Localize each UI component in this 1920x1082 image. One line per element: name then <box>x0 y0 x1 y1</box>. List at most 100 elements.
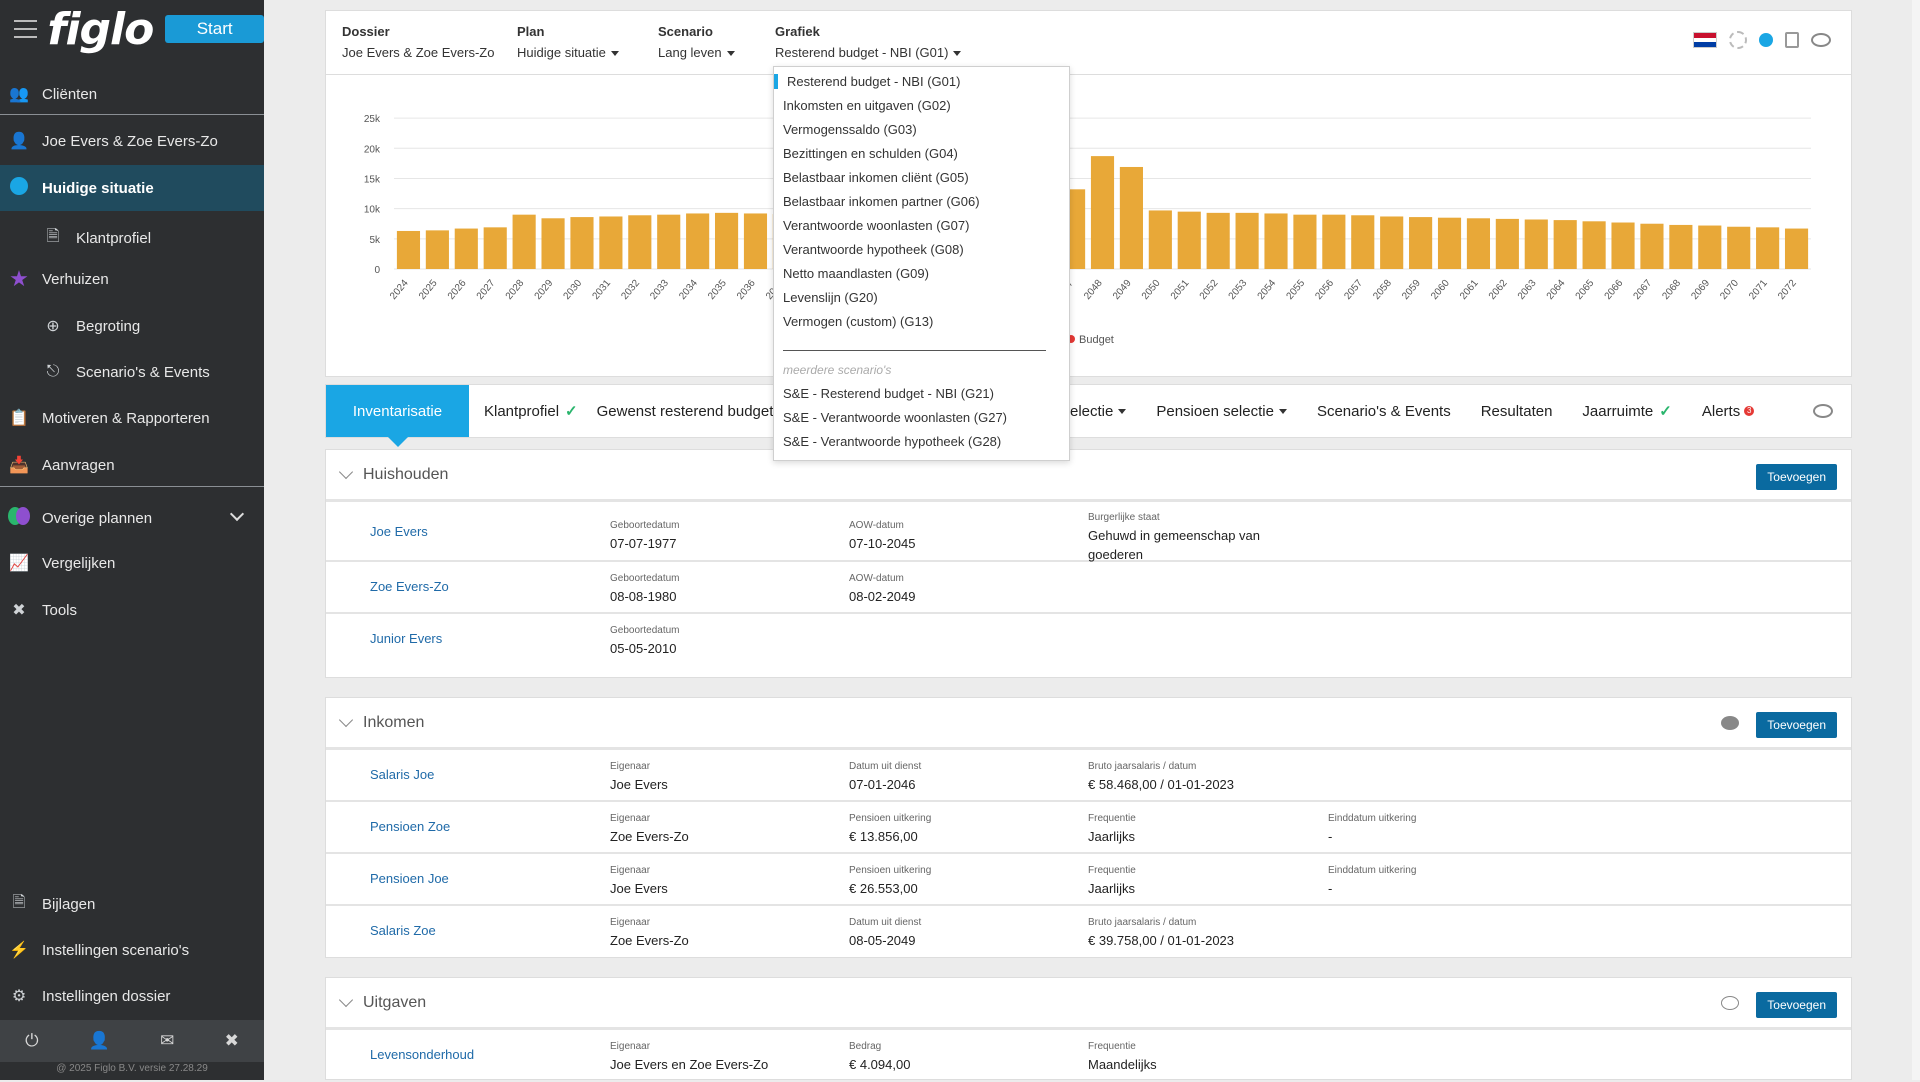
chart-panel: Dossier Joe Evers & Zoe Evers-Zo Plan Hu… <box>325 10 1852 377</box>
toevoegen-button[interactable]: Toevoegen <box>1756 992 1837 1018</box>
sidebar: figlo Start 👥 Cliënten 👤 Joe Evers & Zoe E… <box>0 0 264 1080</box>
menu-icon[interactable] <box>14 20 38 38</box>
chart: 25k 20k 15k 10k 5k 0 2024 2025 2026 2027 2028 2029 2… <box>326 76 1851 376</box>
field-label: Frequentie <box>1088 865 1136 876</box>
chevron-down-icon[interactable] <box>338 992 354 1008</box>
chevron-down-icon[interactable] <box>338 464 354 480</box>
sidebar-item-label: Tools <box>42 601 78 619</box>
tab-jaarruimte[interactable]: Jaarruimte ✓ <box>1567 385 1686 437</box>
report-icon: 📋 <box>9 410 29 427</box>
chart-bar <box>1380 216 1404 269</box>
field-label: Eigenaar <box>610 761 651 772</box>
x-tick-label: 2057 <box>1342 278 1365 302</box>
field-label: Bedrag <box>849 1041 882 1052</box>
tab-inventarisatie[interactable]: Inventarisatie <box>326 385 469 447</box>
tab-alerts[interactable]: Alerts 3 <box>1687 385 1769 437</box>
grafiek-select[interactable]: Resterend budget - NBI (G01) <box>775 45 962 60</box>
mail-icon[interactable]: ✉ <box>160 1031 175 1050</box>
dropdown-option[interactable]: Bezittingen en schulden (G04) <box>783 146 958 161</box>
plan-select[interactable]: Huidige situatie <box>517 45 619 60</box>
dropdown-option[interactable]: Vermogenssaldo (G03) <box>783 122 917 137</box>
gear-icon: ⚙ <box>11 988 27 1005</box>
dropdown-option[interactable]: S&E - Verantwoorde woonlasten (G27) <box>783 410 1008 425</box>
chart-bar <box>570 217 594 269</box>
sidebar-item-instellingen-dossier[interactable]: ⚙ Instellingen dossier <box>0 981 264 1011</box>
dropdown-option[interactable]: Belastbaar inkomen partner (G06) <box>783 194 980 209</box>
row-name-link[interactable]: Pensioen Zoe <box>370 819 451 834</box>
toevoegen-button[interactable]: Toevoegen <box>1756 464 1837 490</box>
tab-scenarios-events[interactable]: Scenario's & Events <box>1302 385 1466 437</box>
version-text: @ 2025 Figlo B.V. versie 27.28.29 <box>56 1063 208 1074</box>
caret-down-icon <box>953 51 962 57</box>
comment-icon[interactable] <box>1721 996 1739 1010</box>
sidebar-item-bijlagen[interactable]: 🗎 Bijlagen <box>0 889 264 919</box>
field-value: Gehuwd in gemeenschap van goederen <box>1088 528 1261 562</box>
row-name-link[interactable]: Levensonderhoud <box>370 1047 475 1062</box>
toevoegen-button[interactable]: Toevoegen <box>1756 712 1837 738</box>
sidebar-item-begroting[interactable]: ⊕ Begroting <box>0 311 264 341</box>
sidebar-item-dossier[interactable]: 👤 Joe Evers & Zoe Evers-Zo <box>0 126 264 156</box>
dropdown-option[interactable]: Levenslijn (G20) <box>783 290 878 305</box>
row-name-link[interactable]: Junior Evers <box>370 631 443 646</box>
tab-klantprofiel[interactable]: Klantprofiel ✓ <box>469 385 593 437</box>
sidebar-item-instellingen-scenarios[interactable]: ⚡ Instellingen scenario's <box>0 935 264 965</box>
table-row: Junior Evers Geboortedatum 05-05-2010 <box>326 614 1851 666</box>
dropdown-option[interactable]: Vermogen (custom) (G13) <box>783 314 934 329</box>
dropdown-option[interactable]: Inkomsten en uitgaven (G02) <box>783 98 951 113</box>
y-tick-label: 25k <box>364 114 381 125</box>
tab-pensioen-selectie[interactable]: Pensioen selectie <box>1141 385 1302 437</box>
tools-icon[interactable]: ✖ <box>224 1031 239 1050</box>
sidebar-item-tools[interactable]: ✖ Tools <box>0 595 264 625</box>
copy-icon[interactable] <box>1785 32 1799 48</box>
sidebar-item-scenarios[interactable]: ⎋ Scenario's & Events <box>0 357 264 387</box>
tab-resultaten[interactable]: Resultaten <box>1466 385 1568 437</box>
row-name-link[interactable]: Pensioen Joe <box>370 871 449 886</box>
x-tick-label: 2056 <box>1313 278 1336 302</box>
scenario-select[interactable]: Lang leven <box>658 45 735 60</box>
sidebar-item-huidige-situatie[interactable]: Huidige situatie <box>0 165 264 211</box>
chart-bar <box>1235 212 1259 269</box>
comment-icon[interactable] <box>1721 716 1739 730</box>
x-tick-label: 2033 <box>648 278 671 302</box>
dropdown-option[interactable]: Belastbaar inkomen cliënt (G05) <box>783 170 969 185</box>
x-tick-label: 2071 <box>1747 278 1770 302</box>
x-tick-label: 2052 <box>1198 278 1221 302</box>
start-button[interactable]: Start <box>165 15 264 43</box>
tab-label: Klantprofiel <box>484 402 560 420</box>
eye-icon[interactable] <box>1813 404 1833 418</box>
dropdown-option[interactable]: Resterend budget - NBI (G01) <box>774 74 960 89</box>
caret-down-icon <box>726 51 735 57</box>
user-icon[interactable]: 👤 <box>88 1031 110 1050</box>
sidebar-item-clienten[interactable]: 👥 Cliënten <box>0 79 264 109</box>
field-value: € 58.468,00 / 01-01-2023 <box>1088 777 1235 792</box>
dropdown-option[interactable]: Verantwoorde hypotheek (G08) <box>783 242 964 257</box>
row-name-link[interactable]: Salaris Joe <box>370 767 435 782</box>
dropdown-option[interactable]: Verantwoorde woonlasten (G07) <box>783 218 970 233</box>
settings-icon[interactable] <box>1729 31 1747 49</box>
sidebar-item-aanvragen[interactable]: 📥 Aanvragen <box>0 450 264 480</box>
table-row: Levensonderhoud Eigenaar Joe Evers en Zoe… <box>326 1030 1851 1082</box>
x-tick-label: 2027 <box>475 278 498 302</box>
chevron-down-icon[interactable] <box>338 712 354 728</box>
sidebar-item-vergelijken[interactable]: 📈 Vergelijken <box>0 548 264 578</box>
sidebar-item-verhuizen[interactable]: ★ Verhuizen <box>0 264 264 294</box>
x-tick-label: 2067 <box>1632 278 1655 302</box>
eye-icon[interactable] <box>1811 33 1831 47</box>
field-label: AOW-datum <box>849 573 904 584</box>
x-tick-label: 2066 <box>1603 278 1626 302</box>
scrollbar[interactable] <box>1912 0 1920 1080</box>
dropdown-option[interactable]: S&E - Verantwoorde hypotheek (G28) <box>783 434 1002 449</box>
sidebar-item-overige-plannen[interactable]: Overige plannen <box>0 503 264 533</box>
row-name-link[interactable]: Joe Evers <box>370 524 428 539</box>
row-name-link[interactable]: Zoe Evers-Zo <box>370 579 449 594</box>
sidebar-item-motiveren[interactable]: 📋 Motiveren & Rapporteren <box>0 403 264 433</box>
dropdown-option[interactable]: S&E - Resterend budget - NBI (G21) <box>783 386 994 401</box>
row-name-link[interactable]: Salaris Zoe <box>370 923 436 938</box>
power-icon[interactable]: ⏻ <box>25 1031 39 1050</box>
x-tick-label: 2025 <box>417 278 440 302</box>
dutch-flag-icon[interactable] <box>1693 32 1717 48</box>
status-dot-icon[interactable] <box>1759 33 1773 47</box>
sidebar-item-klantprofiel[interactable]: 🗎 Klantprofiel <box>0 223 264 253</box>
chevron-down-icon[interactable] <box>229 506 245 522</box>
dropdown-option[interactable]: Netto maandlasten (G09) <box>783 266 929 281</box>
